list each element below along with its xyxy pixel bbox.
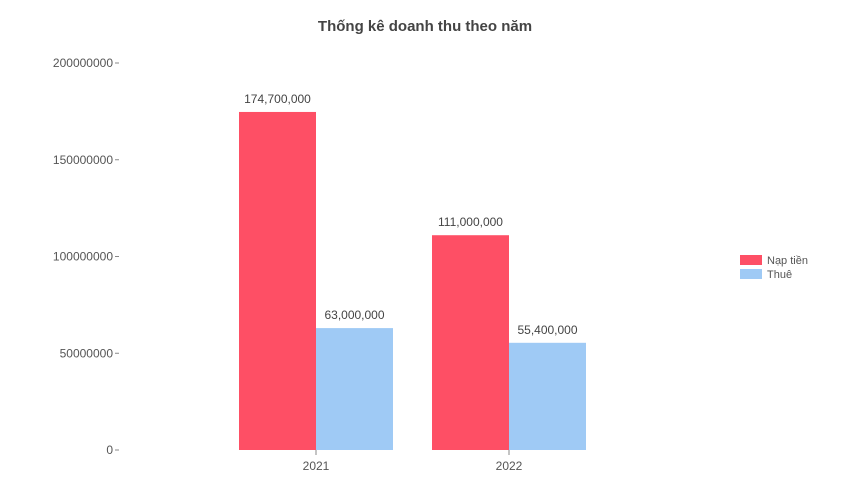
legend: Nạp tiền Thuê [740,255,808,281]
bar-thuê-2022[interactable] [509,342,586,450]
y-tick-label: 50000000 [60,346,114,360]
chart-title: Thống kê doanh thu theo năm [318,18,532,35]
y-tick-label: 200000000 [53,56,113,70]
bar-nạp-tiền-2022[interactable] [432,235,509,450]
bars [239,111,586,450]
bar-value-label: 174,700,000 [244,92,311,106]
bar-value-label: 55,400,000 [517,323,577,337]
bar-value-label: 63,000,000 [324,308,384,322]
x-axis: 2021 2022 [303,450,523,473]
x-tick-label: 2021 [303,459,330,473]
bar-thuê-2021[interactable] [316,328,393,450]
legend-label: Nạp tiền [767,255,808,267]
legend-swatch [740,255,762,265]
bar-nạp-tiền-2021[interactable] [239,111,316,450]
y-tick-label: 150000000 [53,153,113,167]
y-tick-label: 0 [106,443,113,457]
y-axis: 0 50000000 100000000 150000000 200000000 [53,56,119,457]
bar-labels: 174,700,000 63,000,000 111,000,000 55,400,0… [244,92,578,337]
y-tick-label: 100000000 [53,250,113,264]
bar-value-label: 111,000,000 [438,215,503,229]
legend-label: Thuê [767,269,792,281]
legend-swatch [740,269,762,279]
x-tick-label: 2022 [496,459,523,473]
